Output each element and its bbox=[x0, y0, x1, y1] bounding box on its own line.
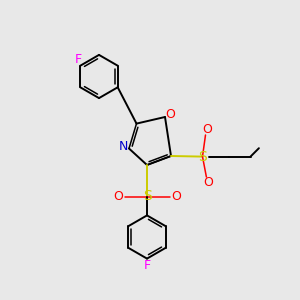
Text: S: S bbox=[198, 150, 207, 164]
Text: O: O bbox=[203, 176, 213, 189]
Text: O: O bbox=[171, 190, 181, 203]
Text: F: F bbox=[143, 259, 151, 272]
Text: S: S bbox=[142, 190, 152, 203]
Text: N: N bbox=[119, 140, 128, 154]
Text: O: O bbox=[202, 123, 212, 136]
Text: O: O bbox=[166, 108, 175, 121]
Text: O: O bbox=[113, 190, 123, 203]
Text: F: F bbox=[75, 52, 82, 66]
